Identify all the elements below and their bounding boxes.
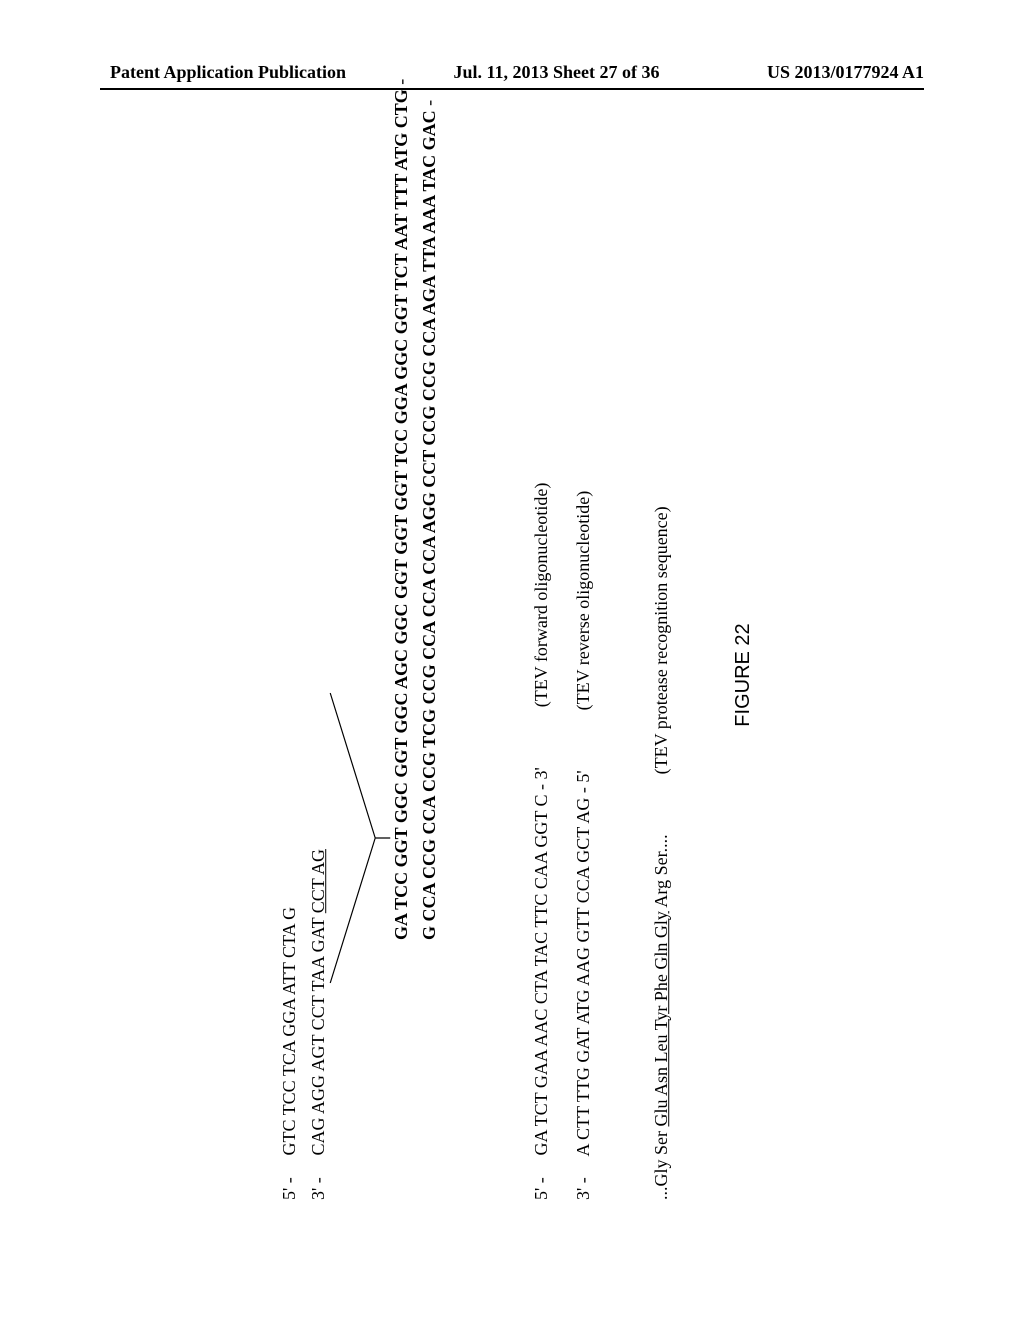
label-3prime: 3' - <box>304 1160 333 1200</box>
seq-3prime-cont-suffix: - <box>420 100 440 111</box>
header-left: Patent Application Publication <box>110 62 346 83</box>
rev-3prime-label: 3' - <box>567 1160 601 1200</box>
header-right: US 2013/0177924 A1 <box>767 62 924 83</box>
seq-5prime-cont: GA TCC GGT GGC GGT GGC AGC GGC GGT GGT G… <box>391 89 411 940</box>
dna-double-strand: 5' - GTC TCC TCA GGA ATT CTA G 3' - CAG … <box>275 150 444 1200</box>
figure-caption: FIGURE 22 <box>732 150 755 1200</box>
strand-5prime-line1: 5' - GTC TCC TCA GGA ATT CTA G <box>275 150 304 1200</box>
fwd-seq-text: GA TCT GAA AAC CTA TAC TTC CAA GGT C <box>531 794 551 1160</box>
strand-3prime-line1: 3' - CAG AGG AGT CCT TAA GAT CCT AG <box>304 150 333 1200</box>
tev-reverse-label: (TEV reverse oligonucleotide) <box>567 491 601 711</box>
protein-post: Arg Ser.... <box>651 834 671 911</box>
figure-content: 5' - GTC TCC TCA GGA ATT CTA G 3' - CAG … <box>275 150 755 1200</box>
tev-forward-seq: 5' - GA TCT GAA AAC CTA TAC TTC CAA GGT … <box>524 767 558 1200</box>
seq-5prime-seg1: GTC TCC TCA GGA ATT CTA G <box>279 907 299 1156</box>
strand-3prime-line2: G CCA CCG CCA CCG TCG CCG CCA CCA CCA AG… <box>416 150 445 1200</box>
header-rule <box>100 88 924 90</box>
protein-pre: ...Gly Ser <box>651 1127 671 1201</box>
protein-label: (TEV protease recognition sequence) <box>651 506 672 774</box>
protein-sequence-row: ...Gly Ser Glu Asn Leu Tyr Phe Gln Gly A… <box>651 150 672 1200</box>
protein-seq: ...Gly Ser Glu Asn Leu Tyr Phe Gln Gly A… <box>651 834 672 1200</box>
fwd-3prime-label: - 3' <box>531 767 551 794</box>
protein-recognition-underline: Glu Asn Leu Tyr Phe Gln Gly <box>651 911 671 1126</box>
tev-reverse-seq: 3' - A CTT TTG GAT ATG AAG GTT CCA GCT A… <box>567 770 601 1200</box>
rev-seq-text: A CTT TTG GAT ATG AAG GTT CCA GCT AG <box>574 798 594 1160</box>
fwd-5prime-label: 5' - <box>524 1160 558 1200</box>
fold-connector-icon <box>325 688 395 988</box>
header-center: Jul. 11, 2013 Sheet 27 of 36 <box>453 62 659 83</box>
tev-forward-label: (TEV forward oligonucleotide) <box>524 483 558 708</box>
seq-3prime-seg1-underline: CCT AG <box>308 849 328 913</box>
figure-rotated-container: 5' - GTC TCC TCA GGA ATT CTA G 3' - CAG … <box>0 270 1024 1080</box>
oligonucleotide-block: 5' - GA TCT GAA AAC CTA TAC TTC CAA GGT … <box>524 150 600 1200</box>
seq-5prime-cont-suffix: - <box>391 79 411 90</box>
label-5prime: 5' - <box>275 1160 304 1200</box>
seq-3prime-cont: G CCA CCG CCA CCG TCG CCG CCA CCA CCA AG… <box>420 110 440 940</box>
tev-forward-row: 5' - GA TCT GAA AAC CTA TAC TTC CAA GGT … <box>524 150 558 1200</box>
tev-reverse-row: 3' - A CTT TTG GAT ATG AAG GTT CCA GCT A… <box>567 150 601 1200</box>
strand-5prime-line2: GA TCC GGT GGC GGT GGC AGC GGC GGT GGT G… <box>387 150 416 1200</box>
rev-5prime-label: - 5' <box>574 770 594 797</box>
page-header: Patent Application Publication Jul. 11, … <box>0 62 1024 83</box>
seq-3prime-seg1: CAG AGG AGT CCT TAA GAT <box>308 913 328 1155</box>
